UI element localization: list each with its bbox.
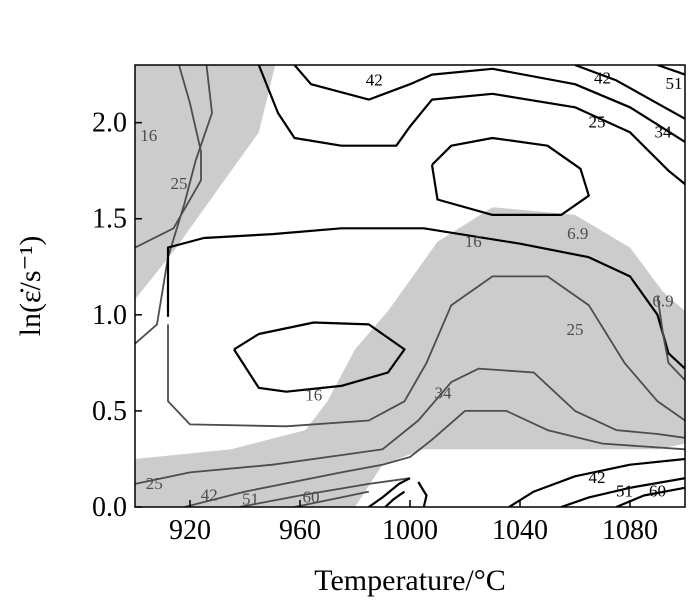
axis-ticks: 920 960 1000 1040 1080 0.0 0.5 1.0 1.5 2.0 <box>92 108 658 546</box>
contour-line-25-6 <box>293 65 685 143</box>
y-tick-label-3: 1.0 <box>92 300 127 331</box>
x-tick-label-5: 1080 <box>602 515 658 546</box>
contour-label-20: 60 <box>649 482 666 501</box>
contour-line-unlabeled-16 <box>368 477 411 507</box>
contour-label-6: 16 <box>140 126 157 145</box>
contour-line-6.9-10 <box>656 295 685 381</box>
contour-line-51-14 <box>239 477 411 507</box>
contour-line-25-11 <box>167 275 685 428</box>
contour-label-9: 6.9 <box>567 224 588 243</box>
contour-line-60-21 <box>615 486 685 507</box>
contour-line-60-15 <box>294 490 369 507</box>
contour-line-unlabeled-18 <box>417 481 428 507</box>
contour-line-16-9 <box>166 227 685 370</box>
contour-label-15: 42 <box>201 486 218 505</box>
contour-line-34-12 <box>135 367 685 485</box>
contour-label-19: 51 <box>616 482 633 501</box>
contour-label-18: 42 <box>589 468 606 487</box>
contour-label-1: 42 <box>366 70 383 89</box>
contour-label-11: 25 <box>567 320 584 339</box>
contour-label-5: 34 <box>655 122 673 141</box>
y-tick-label-1: 0.0 <box>92 492 127 523</box>
x-axis-title: Temperature/°C <box>314 564 505 597</box>
contour-line-6.9-1 <box>430 136 590 216</box>
contour-line-34-7 <box>574 65 685 120</box>
contour-label-12: 16 <box>305 386 322 405</box>
contour-line-16-2 <box>233 321 406 393</box>
shaded-regions <box>135 65 685 507</box>
contour-label-17: 60 <box>303 487 320 506</box>
contour-line-42-19 <box>508 457 685 507</box>
contour-label-4: 25 <box>589 113 606 132</box>
x-tick-label-4: 1040 <box>492 515 548 546</box>
y-axis-title: ln(ε̇/s⁻¹) <box>14 236 47 337</box>
contour-line-42-8 <box>657 65 685 76</box>
x-tick-label-3: 1000 <box>382 515 438 546</box>
shaded-region-1 <box>135 65 276 300</box>
contour-line-51-20 <box>560 477 685 507</box>
y-tick-label-4: 1.5 <box>92 204 127 235</box>
contour-line-unlabeled-17 <box>384 490 406 507</box>
x-tick-label-2: 960 <box>279 515 321 546</box>
contour-label-2: 42 <box>594 69 611 88</box>
contour-line-16-3 <box>257 65 685 185</box>
x-tick-label-1: 920 <box>169 515 211 546</box>
contour-label-16: 51 <box>242 489 259 508</box>
contour-label-7: 25 <box>171 174 188 193</box>
contour-label-13: 34 <box>435 384 453 403</box>
y-tick-label-5: 2.0 <box>92 108 127 139</box>
shaded-region-2 <box>135 207 685 507</box>
contour-labels: 42 42 51 25 34 16 25 16 6.9 6.9 25 16 34 25 42 51 60 42 51… <box>140 69 683 509</box>
contour-lines <box>135 65 685 507</box>
contour-label-8: 16 <box>465 232 482 251</box>
contour-label-10: 6.9 <box>652 291 673 310</box>
contour-line-16-4 <box>135 65 213 345</box>
contour-line-42-13 <box>184 410 685 507</box>
contour-label-3: 51 <box>666 74 683 93</box>
contour-line-25-5 <box>135 65 202 249</box>
contour-label-14: 25 <box>146 474 163 493</box>
y-tick-label-2: 0.5 <box>92 396 127 427</box>
